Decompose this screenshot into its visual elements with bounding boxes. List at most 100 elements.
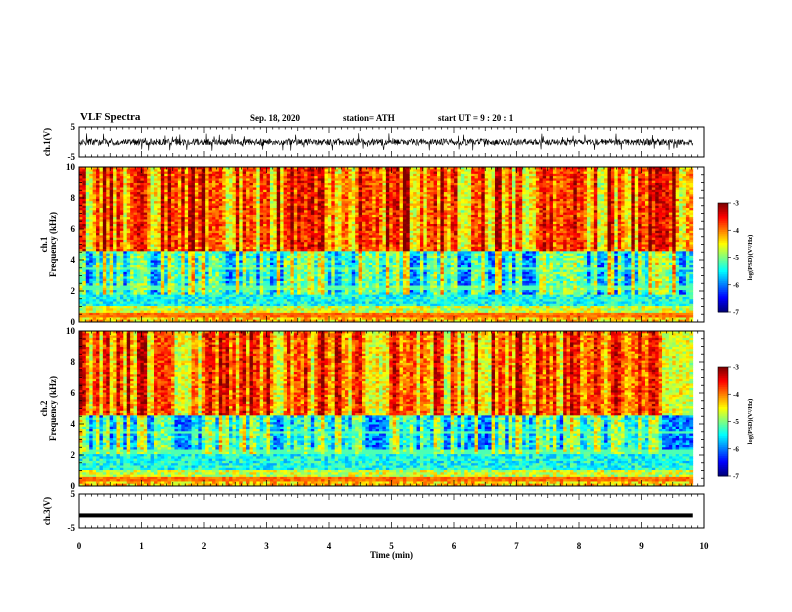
spectrogram-cell: [297, 256, 301, 259]
spectrogram-cell: [117, 203, 121, 206]
spectrogram-cell: [229, 251, 233, 254]
spectrogram-cell: [253, 203, 257, 206]
spectrogram-cell: [287, 192, 291, 195]
spectrogram-cell: [243, 199, 247, 202]
spectrogram-cell: [113, 304, 117, 307]
spectrogram-cell: [273, 260, 277, 263]
spectrogram-cell: [174, 297, 178, 300]
spectrogram-cell: [168, 256, 172, 259]
spectrogram-cell: [93, 249, 97, 252]
spectrogram-cell: [249, 208, 253, 211]
spectrogram-cell: [205, 270, 209, 273]
spectrogram-cell: [205, 240, 209, 243]
spectrogram-cell: [290, 260, 294, 263]
spectrogram-cell: [267, 203, 271, 206]
spectrogram-cell: [82, 299, 86, 302]
spectrogram-cell: [151, 203, 155, 206]
spectrogram-cell: [222, 219, 226, 222]
spectrogram-cell: [270, 215, 274, 218]
spectrogram-cell: [321, 188, 325, 191]
spectrogram-cell: [147, 245, 151, 248]
spectrogram-cell: [246, 299, 250, 302]
spectrogram-cell: [198, 172, 202, 175]
spectrogram-cell: [157, 235, 161, 238]
spectrogram-cell: [307, 251, 311, 254]
spectrogram-cell: [321, 304, 325, 307]
spectrogram-cell: [273, 265, 277, 268]
spectrogram-cell: [318, 256, 322, 259]
spectrogram-ch1: [79, 167, 693, 322]
spectrogram-cell: [205, 306, 209, 309]
spectrogram-cell: [82, 231, 86, 234]
spectrogram-cell: [168, 235, 172, 238]
spectrogram-cell: [82, 272, 86, 275]
spectrogram-cell: [188, 215, 192, 218]
spectrogram-cell: [157, 315, 161, 318]
spectrogram-cell: [205, 290, 209, 293]
spectrogram-cell: [325, 229, 329, 232]
spectrogram-cell: [287, 240, 291, 243]
spectrogram-cell: [290, 169, 294, 172]
spectrogram-cell: [113, 295, 117, 298]
spectrogram-cell: [294, 213, 298, 216]
spectrogram-cell: [246, 229, 250, 232]
spectrogram-cell: [321, 199, 325, 202]
spectrogram-cell: [93, 229, 97, 232]
spectrogram-cell: [171, 174, 175, 177]
spectrogram-cell: [127, 245, 131, 248]
spectrogram-cell: [277, 201, 281, 204]
spectrogram-cell: [226, 238, 230, 241]
spectrogram-cell: [325, 240, 329, 243]
spectrogram-cell: [171, 279, 175, 282]
spectrogram-cell: [325, 201, 329, 204]
spectrogram-cell: [246, 174, 250, 177]
spectrogram-cell: [321, 315, 325, 318]
spectrogram-cell: [181, 311, 185, 314]
spectrogram-cell: [222, 247, 226, 250]
spectrogram-cell: [127, 306, 131, 309]
spectrogram-cell: [161, 203, 165, 206]
spectrogram-cell: [82, 172, 86, 175]
spectrogram-cell: [243, 192, 247, 195]
spectrogram-cell: [287, 190, 291, 193]
spectrogram-cell: [181, 222, 185, 225]
spectrogram-cell: [82, 245, 86, 248]
spectrogram-cell: [106, 251, 110, 254]
spectrogram-cell: [137, 276, 141, 279]
spectrogram-cell: [89, 215, 93, 218]
spectrogram-cell: [198, 240, 202, 243]
spectrogram-cell: [205, 215, 209, 218]
spectrogram-cell: [140, 181, 144, 184]
spectrogram-cell: [130, 197, 134, 200]
spectrogram-cell: [270, 308, 274, 311]
spectrogram-cell: [134, 315, 138, 318]
spectrogram-cell: [209, 226, 213, 229]
spectrogram-cell: [89, 219, 93, 222]
spectrogram-cell: [321, 299, 325, 302]
spectrogram-cell: [188, 226, 192, 229]
spectrogram-cell: [188, 178, 192, 181]
spectrogram-cell: [219, 290, 223, 293]
spectrogram-cell: [147, 176, 151, 179]
spectrogram-cell: [164, 317, 168, 320]
spectrogram-cell: [253, 176, 257, 179]
spectrogram-cell: [318, 203, 322, 206]
spectrogram-cell: [236, 245, 240, 248]
spectrogram-cell: [256, 240, 260, 243]
spectrogram-cell: [178, 231, 182, 234]
spectrogram-cell: [256, 226, 260, 229]
spectrogram-cell: [318, 281, 322, 284]
spectrogram-cell: [106, 181, 110, 184]
spectrogram-cell: [226, 254, 230, 257]
spectrogram-cell: [273, 281, 277, 284]
spectrogram-cell: [311, 203, 315, 206]
spectrogram-cell: [123, 313, 127, 316]
spectrogram-cell: [294, 201, 298, 204]
spectrogram-cell: [273, 299, 277, 302]
spectrogram-cell: [185, 231, 189, 234]
spectrogram-cell: [86, 206, 90, 209]
spectrogram-cell: [267, 260, 271, 263]
spectrogram-cell: [325, 292, 329, 295]
spectrogram-cell: [140, 304, 144, 307]
spectrogram-cell: [130, 231, 134, 234]
